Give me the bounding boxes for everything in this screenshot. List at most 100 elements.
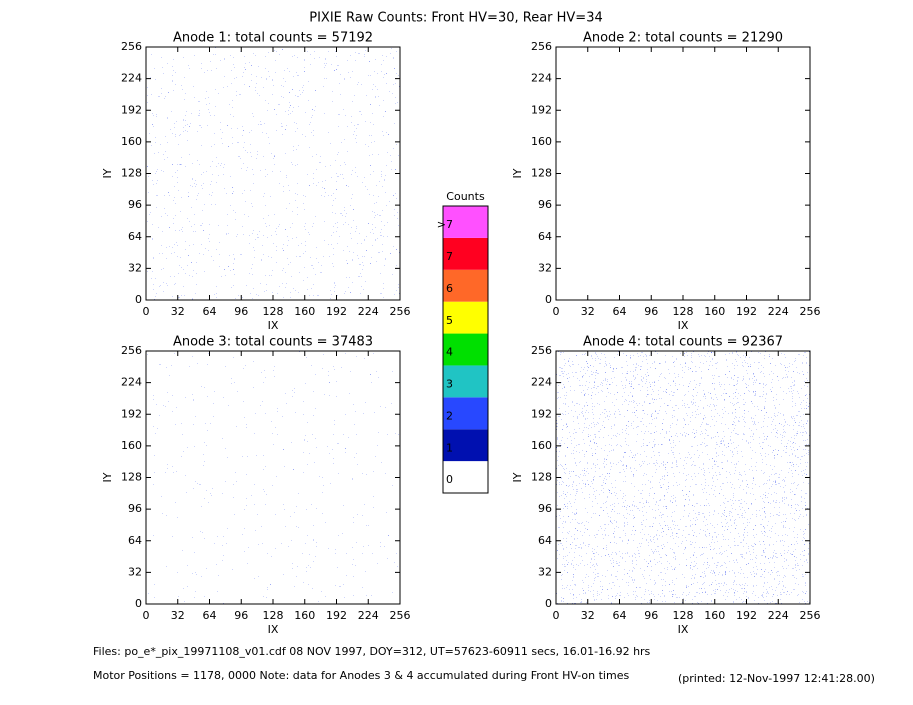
x-axis-label: IX xyxy=(678,319,689,332)
y-tick-label: 64 xyxy=(538,230,552,243)
colorbar-label: 0 xyxy=(446,473,453,486)
heatmap-texture xyxy=(146,351,400,604)
y-tick-label: 256 xyxy=(531,344,552,357)
x-tick-label: 64 xyxy=(203,609,217,622)
colorbar-cell xyxy=(443,301,488,334)
colorbar-frame xyxy=(442,205,489,494)
y-tick-label: 0 xyxy=(135,597,142,610)
colorbar-cell xyxy=(443,397,488,430)
y-tick-label: 0 xyxy=(545,597,552,610)
y-tick-label: 96 xyxy=(128,198,142,211)
x-axis-label: IX xyxy=(268,319,279,332)
y-tick-label: 224 xyxy=(531,376,552,389)
heatmap-texture xyxy=(556,351,810,604)
y-tick-label: 256 xyxy=(121,40,142,53)
x-tick-label: 0 xyxy=(143,609,150,622)
y-tick-label: 256 xyxy=(121,344,142,357)
colorbar-label: 7 xyxy=(446,250,453,263)
x-tick-label: 96 xyxy=(644,305,658,318)
footer-files: Files: po_e*_pix_19971108_v01.cdf 08 NOV… xyxy=(93,645,651,658)
y-tick-label: 224 xyxy=(531,72,552,85)
colorbar-label: 3 xyxy=(446,378,453,391)
y-axis-label: IY xyxy=(511,472,524,482)
colorbar-cell xyxy=(443,365,488,398)
colorbar-cell xyxy=(443,206,488,238)
colorbar-label: 6 xyxy=(446,282,453,295)
x-tick-label: 160 xyxy=(704,305,725,318)
y-tick-label: 64 xyxy=(538,534,552,547)
colorbar-label: 5 xyxy=(446,314,453,327)
colorbar-cell xyxy=(443,333,488,366)
x-tick-label: 224 xyxy=(768,609,789,622)
colorbar-label: 2 xyxy=(446,409,453,422)
y-tick-label: 192 xyxy=(531,103,552,116)
x-tick-label: 128 xyxy=(673,609,694,622)
footer-printed: (printed: 12-Nov-1997 12:41:28.00) xyxy=(678,672,875,685)
y-tick-label: 224 xyxy=(121,376,142,389)
y-tick-label: 160 xyxy=(121,439,142,452)
colorbar-cell xyxy=(443,429,488,462)
y-axis-label: IY xyxy=(101,472,114,482)
x-axis-label: IX xyxy=(268,623,279,636)
colorbar-cell xyxy=(443,269,488,302)
x-tick-label: 256 xyxy=(390,609,411,622)
x-tick-label: 96 xyxy=(644,609,658,622)
colorbar-title: Counts xyxy=(446,190,485,203)
x-tick-label: 0 xyxy=(553,609,560,622)
x-tick-label: 224 xyxy=(358,609,379,622)
heatmap-texture xyxy=(146,47,400,300)
x-tick-label: 160 xyxy=(294,609,315,622)
panel-title: Anode 3: total counts = 37483 xyxy=(173,335,373,350)
x-tick-label: 192 xyxy=(736,305,757,318)
x-tick-label: 256 xyxy=(800,609,821,622)
x-tick-label: 32 xyxy=(581,305,595,318)
panel-title: Anode 1: total counts = 57192 xyxy=(173,31,373,46)
y-tick-label: 128 xyxy=(531,471,552,484)
x-tick-label: 64 xyxy=(613,305,627,318)
x-tick-label: 192 xyxy=(326,609,347,622)
x-tick-label: 128 xyxy=(263,609,284,622)
y-tick-label: 160 xyxy=(531,439,552,452)
y-tick-label: 96 xyxy=(128,502,142,515)
colorbar-cell xyxy=(443,237,488,270)
y-tick-label: 64 xyxy=(128,534,142,547)
y-tick-label: 256 xyxy=(531,40,552,53)
colorbar-label: 4 xyxy=(446,346,453,359)
y-tick-label: 128 xyxy=(121,471,142,484)
y-tick-label: 0 xyxy=(545,293,552,306)
x-tick-label: 32 xyxy=(171,305,185,318)
x-tick-label: 128 xyxy=(263,305,284,318)
x-tick-label: 224 xyxy=(358,305,379,318)
y-tick-label: 32 xyxy=(538,261,552,274)
x-tick-label: 192 xyxy=(326,305,347,318)
y-tick-label: 160 xyxy=(121,135,142,148)
x-tick-label: 224 xyxy=(768,305,789,318)
x-tick-label: 0 xyxy=(553,305,560,318)
y-tick-label: 0 xyxy=(135,293,142,306)
footer-motor: Motor Positions = 1178, 0000 Note: data … xyxy=(93,669,629,682)
y-axis-label: IY xyxy=(101,168,114,178)
colorbar-cell xyxy=(443,461,488,493)
y-tick-label: 32 xyxy=(128,261,142,274)
x-axis-label: IX xyxy=(678,623,689,636)
y-tick-label: 64 xyxy=(128,230,142,243)
heatmap-texture xyxy=(556,47,810,300)
y-tick-label: 128 xyxy=(531,167,552,180)
page-title: PIXIE Raw Counts: Front HV=30, Rear HV=3… xyxy=(309,11,603,26)
x-tick-label: 128 xyxy=(673,305,694,318)
x-tick-label: 32 xyxy=(581,609,595,622)
x-tick-label: 96 xyxy=(234,609,248,622)
colorbar-label: 1 xyxy=(446,441,453,454)
y-tick-label: 32 xyxy=(538,565,552,578)
x-tick-label: 64 xyxy=(203,305,217,318)
y-tick-label: 96 xyxy=(538,502,552,515)
y-tick-label: 32 xyxy=(128,565,142,578)
x-tick-label: 32 xyxy=(171,609,185,622)
x-tick-label: 160 xyxy=(294,305,315,318)
x-tick-label: 256 xyxy=(390,305,411,318)
y-tick-label: 128 xyxy=(121,167,142,180)
x-tick-label: 160 xyxy=(704,609,725,622)
y-tick-label: 192 xyxy=(121,407,142,420)
y-tick-label: 192 xyxy=(121,103,142,116)
x-tick-label: 64 xyxy=(613,609,627,622)
